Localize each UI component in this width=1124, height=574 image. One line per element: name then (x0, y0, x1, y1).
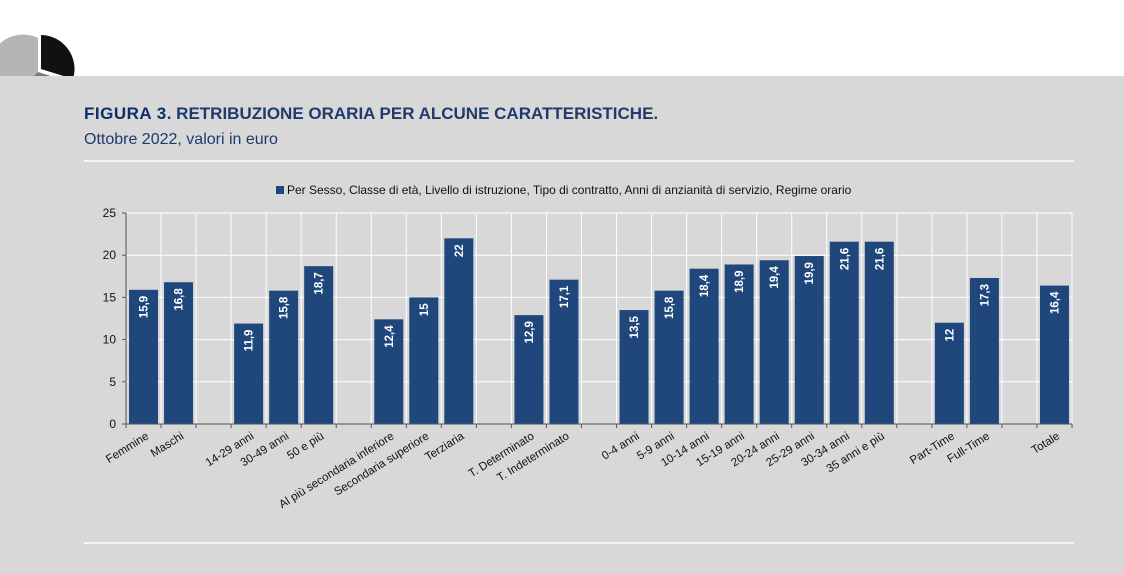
bar-value-label: 16,4 (1049, 291, 1061, 314)
bar-value-label: 17,1 (559, 285, 571, 308)
bar-value-label: 21,6 (874, 248, 886, 270)
y-tick-label: 5 (109, 375, 116, 389)
legend-text: Per Sesso, Classe di età, Livello di ist… (287, 183, 852, 197)
bar (304, 266, 334, 424)
x-tick-label: 50 e più (285, 430, 326, 462)
figure-label: FIGURA 3 (84, 104, 167, 123)
bar-value-label: 16,8 (174, 288, 186, 311)
bar-value-label: 18,4 (699, 274, 711, 297)
bottom-divider (84, 542, 1074, 544)
bar (164, 282, 194, 424)
bar-value-label: 19,9 (804, 262, 816, 284)
bar-value-label: 18,9 (734, 270, 746, 292)
bar-value-label: 12 (944, 329, 956, 342)
bar-value-label: 12,4 (384, 325, 396, 348)
y-tick-label: 20 (103, 248, 117, 262)
top-divider (84, 160, 1074, 162)
bar (514, 315, 544, 424)
bar-value-label: 19,4 (769, 266, 781, 289)
bar (724, 264, 754, 424)
bar-value-label: 12,9 (524, 321, 536, 343)
y-tick-label: 10 (103, 333, 117, 347)
bar-value-label: 21,6 (839, 248, 851, 270)
bar (549, 279, 579, 424)
bar-value-label: 15 (419, 303, 431, 316)
y-tick-label: 0 (109, 417, 116, 431)
bar-value-label: 13,5 (629, 315, 641, 338)
y-tick-label: 25 (103, 206, 117, 220)
x-tick-label: Maschi (149, 430, 186, 459)
bar-value-label: 17,3 (979, 284, 991, 306)
bar (864, 241, 894, 424)
y-tick-label: 15 (103, 290, 117, 304)
bar (129, 289, 159, 424)
bar (234, 323, 264, 424)
bar (654, 290, 684, 424)
bar (374, 319, 404, 424)
figure-subtitle: Ottobre 2022, valori in euro (84, 131, 278, 148)
x-tick-label: Totale (1030, 430, 1062, 456)
figure-title: FIGURA 3. RETRIBUZIONE ORARIA PER ALCUNE… (84, 104, 658, 124)
bar (409, 297, 439, 424)
x-tick-label: 0-4 anni (600, 430, 642, 462)
figure-title-text: . RETRIBUZIONE ORARIA PER ALCUNE CARATTE… (166, 104, 659, 123)
bar-value-label: 11,9 (244, 330, 256, 352)
bar (1039, 285, 1069, 424)
bar (794, 256, 824, 424)
bar (444, 238, 474, 424)
bar-value-label: 15,8 (279, 296, 291, 319)
bar (689, 268, 719, 424)
legend-swatch (276, 186, 284, 194)
bar (619, 310, 649, 424)
bar (969, 277, 999, 424)
bar-value-label: 15,9 (139, 296, 151, 318)
x-tick-label: Terziaria (423, 430, 467, 464)
bar-value-label: 18,7 (314, 272, 326, 294)
bar (829, 241, 859, 424)
bar-value-label: 22 (454, 244, 466, 257)
bar-value-label: 15,8 (664, 296, 676, 319)
bar (269, 290, 299, 424)
bar (759, 260, 789, 424)
x-tick-label: Femmine (104, 430, 151, 466)
bar (934, 322, 964, 424)
